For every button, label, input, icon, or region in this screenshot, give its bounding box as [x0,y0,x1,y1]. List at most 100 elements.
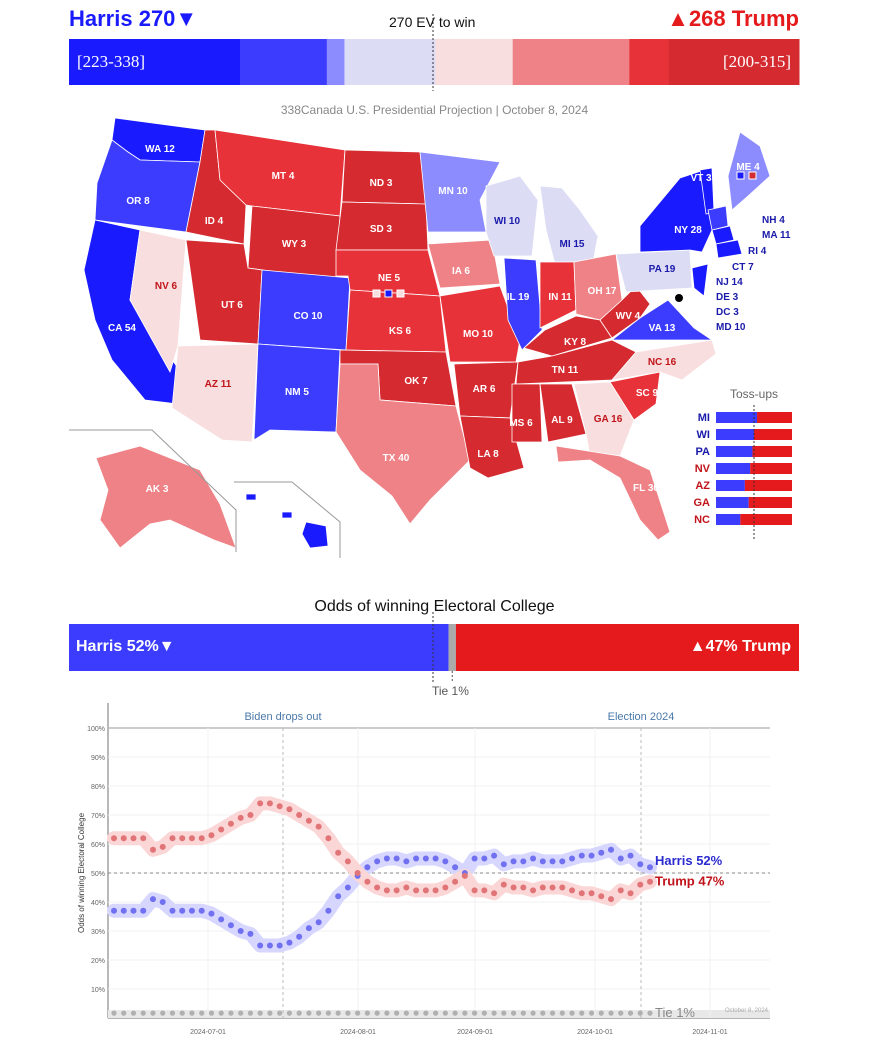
state-label-oh: OH 17 [588,286,617,297]
point-trump-50 [598,893,605,900]
point-tie-13 [238,1010,244,1016]
odds-title: Odds of winning Electoral College [314,598,555,615]
point-harris-4 [149,896,156,903]
point-tie-38 [481,1010,487,1016]
point-trump-23 [335,849,342,856]
state-az [171,343,259,443]
tossup-state-ga: GA [694,497,711,509]
point-trump-5 [159,843,166,850]
point-harris-7 [179,907,186,914]
tie-odds-label: Tie 1% [432,684,469,698]
point-tie-50 [598,1010,604,1016]
state-label-co: CO 10 [294,311,323,322]
state-fl [555,445,671,541]
point-tie-32 [423,1010,429,1016]
state-label-me: ME 4 [736,162,760,173]
point-tie-30 [403,1010,409,1016]
point-harris-26 [364,864,371,871]
point-trump-28 [383,887,390,894]
me-district-2 [748,171,757,180]
state-label-sc: SC 9 [636,388,659,399]
ne-district-3 [396,289,405,298]
tossup-state-pa: PA [696,446,711,458]
y-tick-10: 10% [91,987,105,994]
point-harris-40 [500,861,507,868]
y-tick-70: 70% [91,813,105,820]
northeast-label-4: CT 7 [732,262,754,273]
state-label-ca: CA 54 [108,323,136,334]
state-labels-layer: WA 12 OR 8 CA 54 NV 6 ID 4 MT 4 WY 3 UT 6 AZ 11 C… [108,144,791,535]
point-tie-45 [549,1010,556,1016]
point-tie-9 [199,1010,205,1016]
point-trump-4 [149,846,156,853]
odds-trump-segment [455,624,799,671]
point-harris-55 [647,864,653,871]
point-trump-35 [452,878,459,885]
point-trump-10 [208,832,215,839]
point-harris-51 [608,846,615,853]
point-tie-14 [247,1010,254,1016]
state-la [459,415,525,479]
harris-range: [223-338] [77,52,145,71]
point-harris-31 [413,855,420,862]
tossup-trump-bar-nv [750,463,792,474]
ev-segment-tossup_rep [435,39,514,85]
point-trump-9 [198,835,205,842]
tossup-panel: Toss-ups MI WI PA NV AZ GA NC [694,387,792,540]
point-harris-19 [296,933,303,940]
point-tie-44 [540,1010,546,1016]
point-harris-28 [383,855,390,862]
state-label-hi: HI 4 [267,524,286,535]
state-label-tn: TN 11 [552,365,579,376]
tossup-state-az: AZ [695,480,710,492]
y-axis-label: Odds of winning Electoral College [77,812,86,933]
state-ia [427,239,501,289]
point-tie-31 [413,1010,419,1016]
point-tie-27 [374,1010,380,1016]
point-trump-47 [569,887,576,894]
state-sc [609,371,661,421]
point-tie-19 [296,1010,302,1016]
state-tx [335,363,471,525]
point-trump-43 [530,887,537,894]
point-tie-26 [364,1010,370,1016]
state-label-tx: TX 40 [383,453,410,464]
northeast-label-7: DC 3 [716,307,739,318]
point-trump-39 [491,890,498,897]
point-harris-24 [344,884,351,891]
point-harris-32 [422,855,429,862]
state-label-mo: MO 10 [463,329,493,340]
point-harris-3 [140,907,147,914]
point-tie-51 [608,1010,614,1016]
point-harris-41 [510,858,517,865]
point-harris-16 [266,942,273,949]
y-tick-80: 80% [91,784,105,791]
state-label-la: LA 8 [477,449,499,460]
tossup-state-nc: NC [694,514,710,526]
tossup-trump-bar-az [744,480,792,491]
y-tick-50: 50% [91,871,105,878]
point-trump-32 [422,887,429,894]
state-nm [253,343,341,441]
state-label-ar: AR 6 [473,384,496,395]
state-hi [245,493,329,549]
state-label-fl: FL 30 [633,483,659,494]
point-tie-2 [130,1010,137,1016]
state-nd [341,149,427,205]
trump-ev-total: ▲268 Trump [667,6,799,31]
point-harris-2 [130,907,137,914]
ev-segment-lean_dem [326,39,345,85]
point-tie-49 [588,1010,595,1016]
tossup-harris-bar-nc [716,514,741,525]
point-tie-29 [394,1010,400,1016]
tossup-harris-bar-wi [716,429,754,440]
point-harris-27 [374,858,381,865]
northeast-label-2: MA 11 [762,230,791,241]
state-me [727,131,771,211]
point-trump-13 [237,814,244,821]
point-harris-6 [169,907,176,914]
y-tick-90: 90% [91,755,105,762]
point-tie-22 [325,1010,331,1016]
ev-segment-tossup_dem [344,39,436,85]
point-harris-17 [276,942,283,949]
